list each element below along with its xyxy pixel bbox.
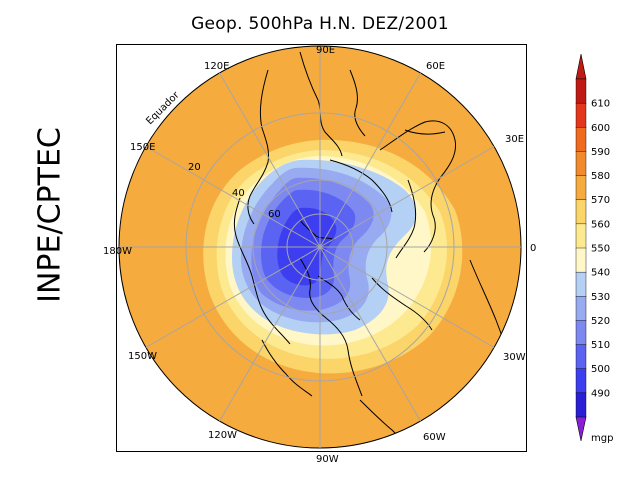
lon-label-120w: 120W bbox=[208, 430, 237, 441]
colorbar-level-label: 550 bbox=[591, 244, 610, 255]
lat-label-20: 20 bbox=[188, 162, 201, 173]
lon-label-150w: 150W bbox=[128, 351, 157, 362]
colorbar-swatch bbox=[575, 392, 587, 418]
lon-label-60w: 60W bbox=[423, 432, 446, 443]
meridian-30w bbox=[319, 246, 495, 348]
lon-label-90w: 90W bbox=[316, 454, 339, 465]
lon-label-60e: 60E bbox=[426, 61, 445, 72]
colorbar-swatch bbox=[575, 271, 587, 297]
colorbar-level-label: 570 bbox=[591, 195, 610, 206]
colorbar-swatches bbox=[575, 78, 587, 418]
colorbar-level-label: 540 bbox=[591, 268, 610, 279]
longitude-labels: 90E 60E 30E 0 30W 60W 90W 120W 150W 180W… bbox=[103, 45, 536, 465]
colorbar-level-label: 520 bbox=[591, 316, 610, 327]
meridian-60w bbox=[319, 246, 421, 422]
map-frame bbox=[116, 44, 527, 452]
colorbar-swatch bbox=[575, 368, 587, 394]
lon-label-120e: 120E bbox=[204, 61, 229, 72]
lat-label-40: 40 bbox=[232, 188, 245, 199]
colorbar-level-label: 500 bbox=[591, 364, 610, 375]
meridians bbox=[119, 46, 521, 448]
colorbar-arrow-low bbox=[575, 416, 587, 442]
map-title: Geop. 500hPa H.N. DEZ/2001 bbox=[191, 14, 449, 34]
colorbar-swatch bbox=[575, 127, 587, 152]
colorbar-swatch bbox=[575, 199, 587, 225]
colorbar-swatch bbox=[575, 78, 587, 104]
meridian-120e bbox=[219, 72, 321, 248]
lon-label-0: 0 bbox=[530, 243, 536, 254]
colorbar-level-label: 510 bbox=[591, 340, 610, 351]
colorbar-level-label: 610 bbox=[591, 99, 610, 110]
colorbar-level-label: 600 bbox=[591, 123, 610, 134]
lon-label-150e: 150E bbox=[130, 142, 155, 153]
meridian-30e bbox=[319, 146, 495, 248]
colorbar-swatch bbox=[575, 223, 587, 249]
colorbar-labels: 610 600 590 580 570 560 550 540 530 520 510 500 490 bbox=[591, 99, 610, 400]
meridian-150e bbox=[145, 146, 321, 248]
colorbar-swatch bbox=[575, 151, 587, 177]
colorbar-unit: mgp bbox=[591, 433, 613, 444]
colorbar-level-label: 560 bbox=[591, 219, 610, 230]
colorbar-level-label: 590 bbox=[591, 147, 610, 158]
colorbar-swatch bbox=[575, 247, 587, 273]
colorbar: 610600590580570560550540530520510500490 … bbox=[575, 53, 613, 444]
meridian-150w bbox=[145, 246, 321, 348]
colorbar-swatch bbox=[575, 102, 587, 128]
colorbar-swatch bbox=[575, 175, 587, 201]
colorbar-level-label: 530 bbox=[591, 292, 610, 303]
lon-label-30e: 30E bbox=[505, 134, 524, 145]
lon-label-90e: 90E bbox=[316, 45, 335, 56]
colorbar-level-label: 490 bbox=[591, 388, 610, 399]
meridian-120w bbox=[219, 246, 321, 422]
colorbar-swatch bbox=[575, 320, 587, 346]
colorbar-level-label: 580 bbox=[591, 171, 610, 182]
meridian-60e bbox=[319, 72, 421, 248]
colorbar-arrow-high bbox=[575, 53, 587, 80]
colorbar-swatch bbox=[575, 296, 587, 321]
lon-label-180w: 180W bbox=[103, 246, 132, 257]
colorbar-swatch bbox=[575, 344, 587, 370]
lat-label-60: 60 bbox=[268, 209, 281, 220]
lon-label-30w: 30W bbox=[503, 352, 526, 363]
